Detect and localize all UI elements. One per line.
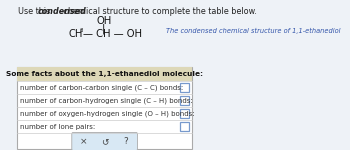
FancyBboxPatch shape	[180, 83, 189, 92]
Text: ↺: ↺	[101, 137, 108, 146]
Text: number of carbon-hydrogen single (C – H) bonds:: number of carbon-hydrogen single (C – H)…	[20, 97, 192, 104]
Text: Some facts about the 1,1-ethanediol molecule:: Some facts about the 1,1-ethanediol mole…	[6, 71, 203, 77]
Text: number of carbon-carbon single (C – C) bonds:: number of carbon-carbon single (C – C) b…	[20, 84, 183, 91]
Text: number of oxygen-hydrogen single (O – H) bonds:: number of oxygen-hydrogen single (O – H)…	[20, 110, 195, 117]
FancyBboxPatch shape	[72, 132, 138, 150]
FancyBboxPatch shape	[18, 67, 192, 81]
Text: condensed: condensed	[38, 7, 87, 16]
Text: |: |	[102, 23, 105, 33]
Text: OH: OH	[96, 16, 111, 26]
FancyBboxPatch shape	[18, 67, 192, 149]
FancyBboxPatch shape	[180, 96, 189, 105]
Text: number of lone pairs:: number of lone pairs:	[20, 123, 95, 129]
Text: The condensed chemical structure of 1,1-ethanediol: The condensed chemical structure of 1,1-…	[166, 28, 341, 34]
Text: chemical structure to complete the table below.: chemical structure to complete the table…	[61, 7, 257, 16]
Text: Use this: Use this	[18, 7, 53, 16]
Text: CH: CH	[68, 29, 82, 39]
FancyBboxPatch shape	[180, 122, 189, 131]
Text: ?: ?	[123, 137, 128, 146]
Text: ×: ×	[80, 137, 88, 146]
Text: — CH — OH: — CH — OH	[83, 29, 142, 39]
Text: 3: 3	[79, 27, 83, 33]
FancyBboxPatch shape	[180, 109, 189, 118]
